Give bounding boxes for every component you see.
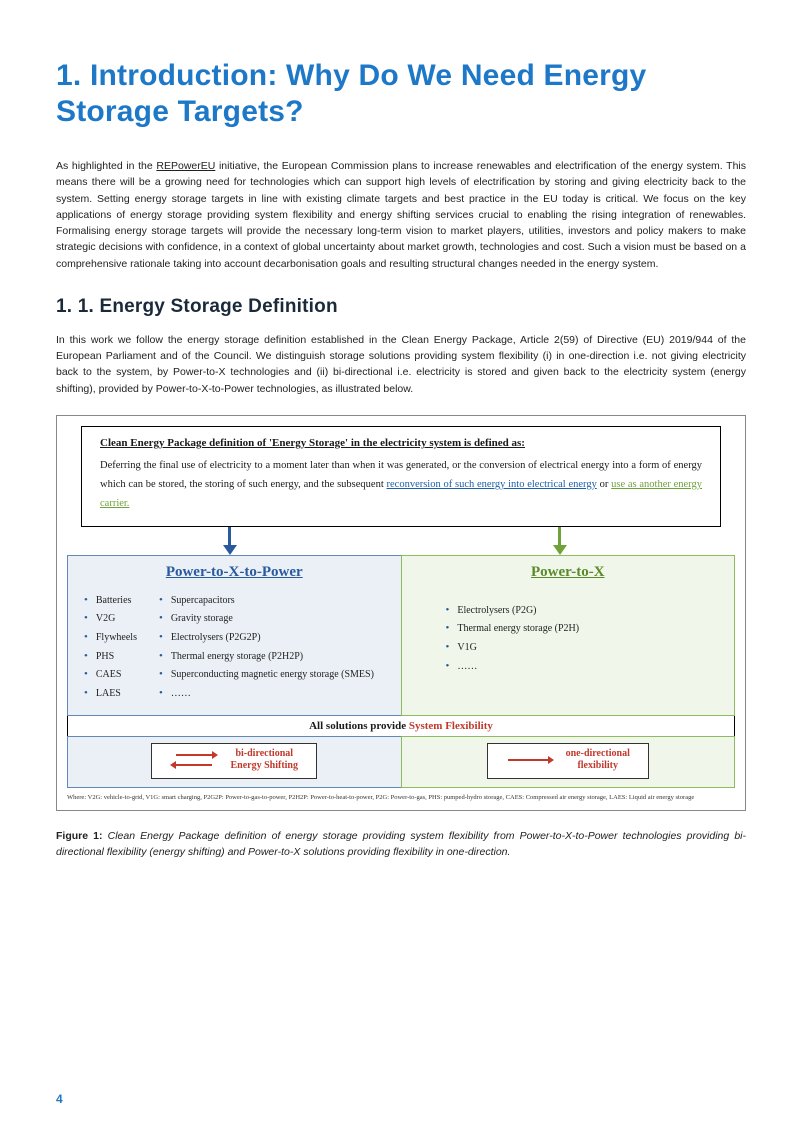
- list-item: Thermal energy storage (P2H): [446, 619, 580, 638]
- list-item: Electrolysers (P2G): [446, 601, 580, 620]
- figure-label: Figure 1:: [56, 830, 103, 842]
- two-column-row: Power-to-X-to-Power BatteriesV2GFlywheel…: [67, 555, 735, 716]
- p2x2p-lists: BatteriesV2GFlywheelsPHSCAESLAES Superca…: [80, 591, 389, 703]
- arrows-row: [81, 527, 721, 555]
- intro-post: initiative, the European Commission plan…: [56, 160, 746, 270]
- bidirectional-arrow-icon: [170, 749, 218, 771]
- figure-1-container: Clean Energy Package definition of 'Ener…: [56, 415, 746, 811]
- list-item: Superconducting magnetic energy storage …: [159, 665, 374, 684]
- banner-red: System Flexibility: [409, 720, 493, 732]
- onedirectional-box: one-directional flexibility: [487, 743, 649, 779]
- arrow-blue-head: [223, 545, 237, 555]
- system-flexibility-banner: All solutions provide System Flexibility: [67, 715, 735, 737]
- list-item: PHS: [84, 647, 137, 666]
- intro-paragraph: As highlighted in the REPowerEU initiati…: [56, 158, 746, 272]
- section-1-1-text: In this work we follow the energy storag…: [56, 332, 746, 397]
- p2x2p-list-a: BatteriesV2GFlywheelsPHSCAESLAES: [80, 591, 137, 703]
- p2x-title: Power-to-X: [414, 564, 723, 581]
- p2x2p-list-b: SupercapacitorsGravity storageElectrolys…: [155, 591, 374, 703]
- page-number: 4: [56, 1092, 63, 1106]
- arrow-green-stem: [558, 527, 561, 547]
- list-item: ……: [446, 657, 580, 676]
- arrow-blue-stem: [228, 527, 231, 547]
- list-item: V2G: [84, 609, 137, 628]
- figure-caption-text: Clean Energy Package definition of energ…: [56, 830, 746, 858]
- list-item: CAES: [84, 665, 137, 684]
- list-item: V1G: [446, 638, 580, 657]
- onedirectional-label: one-directional flexibility: [566, 748, 630, 772]
- page-title: 1. Introduction: Why Do We Need Energy S…: [56, 58, 746, 130]
- list-item: Batteries: [84, 591, 137, 610]
- power-to-x-box: Power-to-X Electrolysers (P2G)Thermal en…: [401, 555, 736, 716]
- arrow-green-head: [553, 545, 567, 555]
- list-item: Thermal energy storage (P2H2P): [159, 647, 374, 666]
- bidirectional-cell: bi-directional Energy Shifting: [67, 736, 402, 788]
- definition-title: Clean Energy Package definition of 'Ener…: [100, 437, 702, 449]
- power-to-x-to-power-box: Power-to-X-to-Power BatteriesV2GFlywheel…: [67, 555, 402, 716]
- definition-body-mid: or: [597, 479, 611, 490]
- definition-link-blue[interactable]: reconversion of such energy into electri…: [387, 479, 597, 490]
- definition-box: Clean Energy Package definition of 'Ener…: [81, 426, 721, 527]
- p2x-lists: Electrolysers (P2G)Thermal energy storag…: [414, 591, 723, 676]
- list-item: LAES: [84, 684, 137, 703]
- banner-pre: All solutions provide: [309, 720, 409, 732]
- list-item: ……: [159, 684, 374, 703]
- repowereu-link[interactable]: REPowerEU: [156, 160, 215, 172]
- figure-1-caption: Figure 1: Clean Energy Package definitio…: [56, 829, 746, 861]
- list-item: Supercapacitors: [159, 591, 374, 610]
- onedirectional-cell: one-directional flexibility: [401, 736, 736, 788]
- bidirectional-label: bi-directional Energy Shifting: [230, 748, 298, 772]
- list-item: Gravity storage: [159, 609, 374, 628]
- list-item: Flywheels: [84, 628, 137, 647]
- bidirectional-box: bi-directional Energy Shifting: [151, 743, 317, 779]
- p2x2p-title: Power-to-X-to-Power: [80, 564, 389, 581]
- onedirectional-arrow-icon: [506, 754, 554, 766]
- intro-pre: As highlighted in the: [56, 160, 156, 172]
- bottom-row: bi-directional Energy Shifting one-direc…: [67, 736, 735, 788]
- p2x-list: Electrolysers (P2G)Thermal energy storag…: [442, 601, 580, 676]
- list-item: Electrolysers (P2G2P): [159, 628, 374, 647]
- definition-body: Deferring the final use of electricity t…: [100, 457, 702, 514]
- section-1-1-title: 1. 1. Energy Storage Definition: [56, 296, 746, 318]
- figure-footnote: Where: V2G: vehicle-to-grid, V1G: smart …: [67, 794, 735, 802]
